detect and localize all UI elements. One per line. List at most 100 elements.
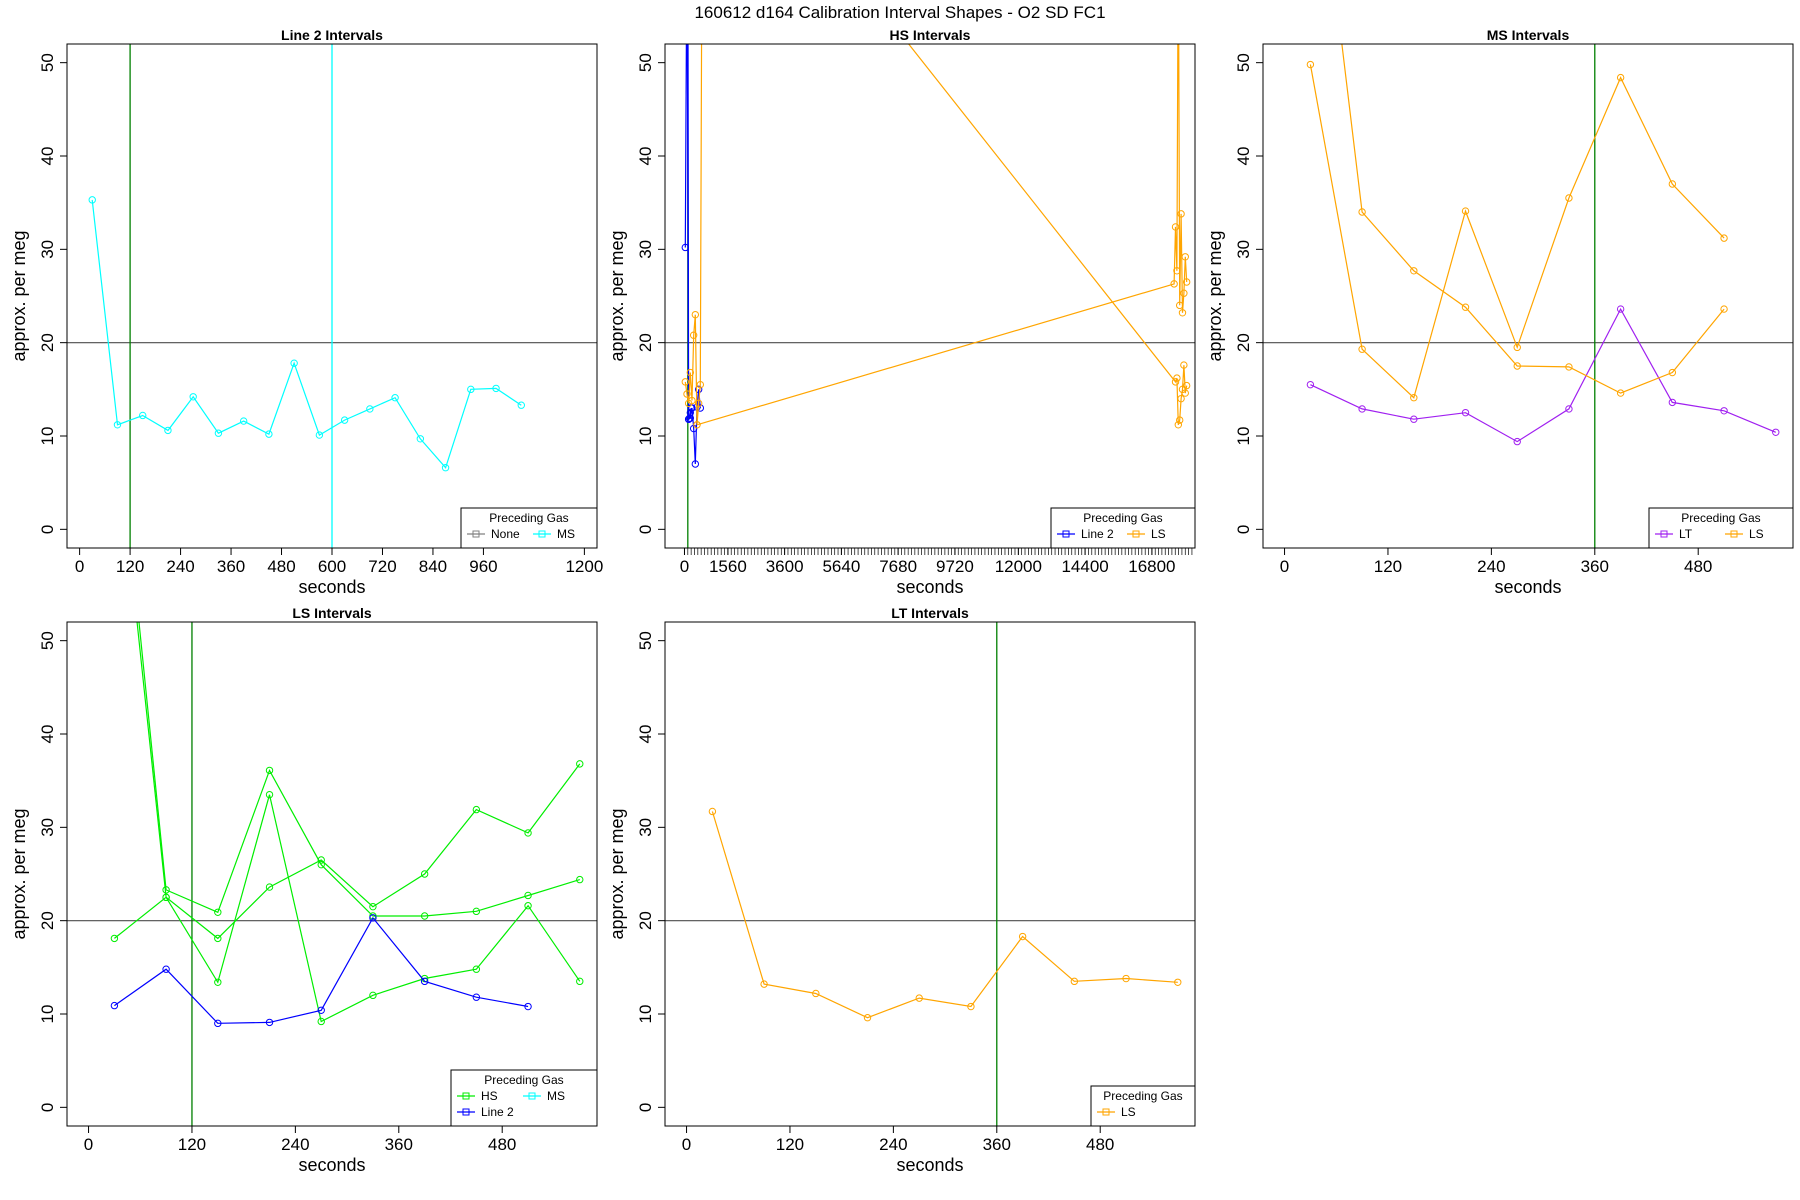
data-point <box>1182 278 1191 286</box>
data-point <box>1513 362 1521 370</box>
series-line <box>1341 44 1725 394</box>
data-point <box>340 416 349 424</box>
data-point <box>1122 974 1130 983</box>
y-tick-label: 30 <box>636 818 655 837</box>
x-axis-label: seconds <box>298 577 365 597</box>
x-tick-label: 360 <box>217 557 245 576</box>
data-point <box>1177 394 1185 403</box>
series-line <box>687 44 692 421</box>
x-tick-label: 240 <box>1477 557 1505 576</box>
legend-box <box>460 507 598 549</box>
plot-frame <box>664 43 1196 549</box>
x-tick-label: 120 <box>116 557 144 576</box>
data-point <box>694 399 703 408</box>
y-tick-label: 0 <box>38 525 57 534</box>
data-point <box>1306 380 1315 389</box>
data-point <box>1173 374 1181 382</box>
data-point <box>1565 363 1573 371</box>
data-point <box>693 421 701 429</box>
legend-swatch-marker <box>1730 530 1738 538</box>
legend: Preceding Gas HS MS Line 2 <box>450 1069 598 1127</box>
data-point <box>214 934 222 943</box>
y-tick-label: 20 <box>636 333 655 352</box>
x-axis-label: seconds <box>1494 577 1561 597</box>
panel-title: MS Intervals <box>1487 27 1570 43</box>
y-tick-label: 40 <box>636 147 655 166</box>
legend-swatch-marker <box>1660 530 1668 538</box>
y-tick-label: 40 <box>38 725 57 744</box>
x-tick-label: 120 <box>1374 557 1402 576</box>
legend-box <box>1090 1085 1196 1127</box>
x-tick-label: 9720 <box>936 557 974 576</box>
data-point <box>524 1002 532 1011</box>
y-tick-label: 0 <box>1234 525 1253 534</box>
panel-title: Line 2 Intervals <box>281 27 383 43</box>
legend-swatch-marker <box>472 530 480 538</box>
x-tick-label: 240 <box>166 557 194 576</box>
data-point <box>111 404 117 410</box>
data-point <box>1410 415 1418 423</box>
data-point <box>1173 267 1181 275</box>
x-tick-label: 480 <box>1086 1135 1114 1154</box>
plot-frame <box>1262 43 1794 549</box>
legend-title: Preceding Gas <box>489 511 568 525</box>
plot-frame <box>66 43 598 549</box>
panel-3: MS Intervals 0 10 20 30 40 50 0 120 240 360 480 seco… <box>1205 27 1794 597</box>
legend-swatch-marker <box>538 530 546 538</box>
y-tick-label: 20 <box>636 911 655 930</box>
x-tick-label: 5640 <box>822 557 860 576</box>
data-point <box>517 401 525 409</box>
y-tick-label: 50 <box>636 53 655 72</box>
series-line <box>907 44 1188 425</box>
data-point <box>1171 378 1180 386</box>
data-point <box>1668 180 1677 188</box>
data-point <box>689 331 698 339</box>
series-line <box>136 622 581 1023</box>
y-tick-label: 50 <box>636 631 655 650</box>
data-point <box>391 394 399 402</box>
data-point <box>1461 408 1470 417</box>
y-tick-label: 30 <box>38 240 57 259</box>
x-tick-label: 1560 <box>709 557 747 576</box>
x-tick-label: 360 <box>1581 557 1609 576</box>
legend-swatch-marker <box>462 1108 470 1116</box>
legend-item-label: Line 2 <box>1081 527 1114 541</box>
y-tick-label: 30 <box>1234 240 1253 259</box>
figure-title: 160612 d164 Calibration Interval Shapes … <box>694 3 1105 22</box>
data-point <box>492 384 500 393</box>
data-point <box>1174 978 1182 986</box>
data-point <box>265 766 274 775</box>
data-point <box>265 883 274 891</box>
legend-item-label: MS <box>547 1089 565 1103</box>
series-line <box>114 916 529 1024</box>
legend: Preceding Gas LS <box>1090 1085 1196 1127</box>
data-layer <box>665 44 1195 548</box>
data-point <box>162 886 170 894</box>
data-point <box>110 1001 119 1010</box>
data-point <box>265 430 273 438</box>
data-point <box>214 978 222 986</box>
x-tick-label: 720 <box>368 557 396 576</box>
data-layer <box>67 44 597 548</box>
data-point <box>1170 280 1178 288</box>
data-point <box>162 893 170 902</box>
panel-2: HS Intervals 0 10 20 30 40 50 0 1560 3600 5640 7680… <box>607 27 1196 597</box>
x-tick-label: 840 <box>419 557 447 576</box>
legend-swatch-marker <box>462 1092 470 1100</box>
x-tick-label: 600 <box>318 557 346 576</box>
x-tick-label: 3600 <box>766 557 804 576</box>
data-point <box>1018 932 1027 941</box>
plot-frame <box>664 621 1196 1127</box>
data-point <box>472 907 481 916</box>
y-tick-label: 10 <box>1234 427 1253 446</box>
series-line <box>1310 307 1777 443</box>
x-tick-label: 16800 <box>1128 557 1175 576</box>
x-tick-label: 14400 <box>1061 557 1108 576</box>
data-point <box>189 393 197 401</box>
data-point <box>420 912 429 920</box>
data-point <box>691 310 700 319</box>
legend: Preceding Gas LT LS <box>1648 507 1794 549</box>
data-point <box>576 875 584 884</box>
